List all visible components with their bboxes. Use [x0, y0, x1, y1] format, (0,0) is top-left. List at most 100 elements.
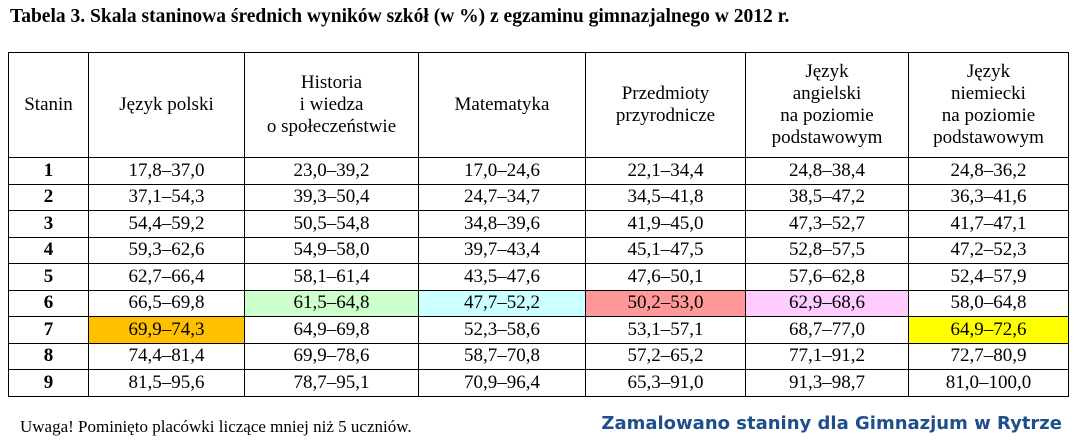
range-cell: 74,4–81,4 [88, 342, 245, 370]
header-line: niemiecki [951, 83, 1026, 104]
range-cell: 77,1–91,2 [745, 342, 909, 370]
header-line: angielski [792, 83, 862, 104]
range-cell: 66,5–69,8 [88, 289, 245, 317]
range-cell: 24,8–38,4 [745, 157, 909, 185]
stanin-cell: 4 [8, 236, 89, 264]
range-cell: 54,4–59,2 [88, 210, 245, 238]
range-cell: 23,0–39,2 [244, 157, 419, 185]
stanin-cell: 5 [8, 263, 89, 291]
range-cell: 62,9–68,6 [745, 289, 909, 317]
header-line: Historia [300, 72, 363, 93]
range-cell: 47,6–50,1 [585, 263, 746, 291]
range-cell: 45,1–47,5 [585, 236, 746, 264]
stanin-cell: 9 [8, 369, 89, 397]
range-cell: 39,3–50,4 [244, 183, 419, 211]
range-cell: 61,5–64,8 [244, 289, 419, 317]
header-line: i wiedza [299, 94, 364, 115]
table-row: 8 74,4–81,4 69,9–78,6 58,7–70,8 57,2–65,2 77,… [8, 342, 1069, 370]
stanin-cell: 6 [8, 289, 89, 317]
header-cell: Historia i wiedza o społeczeństwie [244, 52, 419, 158]
stanin-cell: 7 [8, 316, 89, 344]
range-cell: 64,9–72,6 [908, 316, 1069, 344]
table-row: 3 54,4–59,2 50,5–54,8 34,8–39,6 41,9–45,0 47,… [8, 210, 1069, 238]
range-cell: 72,7–80,9 [908, 342, 1069, 370]
header-line: o społeczeństwie [266, 116, 397, 137]
range-cell: 50,2–53,0 [585, 289, 746, 317]
range-cell: 38,5–47,2 [745, 183, 909, 211]
stanin-cell: 3 [8, 210, 89, 238]
range-cell: 78,7–95,1 [244, 369, 419, 397]
footnote: Uwaga! Pominięto placówki liczące mniej … [20, 417, 412, 436]
range-cell: 58,1–61,4 [244, 263, 419, 291]
range-cell: 47,2–52,3 [908, 236, 1069, 264]
range-cell: 68,7–77,0 [745, 316, 909, 344]
stanine-table: Stanin Język polski Historia i wiedza o społ… [8, 52, 1069, 397]
range-cell: 52,8–57,5 [745, 236, 909, 264]
range-cell: 53,1–57,1 [585, 316, 746, 344]
header-row: Stanin Język polski Historia i wiedza o społ… [8, 52, 1069, 158]
range-cell: 43,5–47,6 [418, 263, 586, 291]
header-line: Język [805, 61, 849, 82]
header-cell: Przedmioty przyrodnicze [585, 52, 746, 158]
range-cell: 57,6–62,8 [745, 263, 909, 291]
table-body: 1 17,8–37,0 23,0–39,2 17,0–24,6 22,1–34,4 24,… [8, 157, 1069, 397]
range-cell: 52,3–58,6 [418, 316, 586, 344]
range-cell: 59,3–62,6 [88, 236, 245, 264]
header-line: przyrodnicze [615, 105, 716, 126]
stanin-cell: 2 [8, 183, 89, 211]
range-cell: 62,7–66,4 [88, 263, 245, 291]
range-cell: 47,7–52,2 [418, 289, 586, 317]
range-cell: 65,3–91,0 [585, 369, 746, 397]
range-cell: 81,0–100,0 [908, 369, 1069, 397]
table-row: 7 69,9–74,3 64,9–69,8 52,3–58,6 53,1–57,1 68,… [8, 316, 1069, 344]
range-cell: 34,5–41,8 [585, 183, 746, 211]
range-cell: 50,5–54,8 [244, 210, 419, 238]
stanin-cell: 8 [8, 342, 89, 370]
range-cell: 64,9–69,8 [244, 316, 419, 344]
range-cell: 69,9–78,6 [244, 342, 419, 370]
header-line: Język polski [119, 94, 214, 115]
range-cell: 36,3–41,6 [908, 183, 1069, 211]
range-cell: 81,5–95,6 [88, 369, 245, 397]
header-line: na poziomie [941, 105, 1036, 126]
title: Tabela 3. Skala staninowa średnich wynik… [10, 6, 790, 27]
range-cell: 24,8–36,2 [908, 157, 1069, 185]
range-cell: 58,0–64,8 [908, 289, 1069, 317]
range-cell: 52,4–57,9 [908, 263, 1069, 291]
range-cell: 47,3–52,7 [745, 210, 909, 238]
header-line: podstawowym [933, 127, 1044, 148]
table-row: 5 62,7–66,4 58,1–61,4 43,5–47,6 47,6–50,1 57,… [8, 263, 1069, 291]
header-cell: Stanin [8, 52, 89, 158]
range-cell: 22,1–34,4 [585, 157, 746, 185]
header-line: Stanin [24, 94, 73, 115]
range-cell: 69,9–74,3 [88, 316, 245, 344]
table-header: Stanin Język polski Historia i wiedza o społ… [8, 52, 1069, 158]
table-row: 6 66,5–69,8 61,5–64,8 47,7–52,2 50,2–53,0 62,… [8, 289, 1069, 317]
range-cell: 58,7–70,8 [418, 342, 586, 370]
header-line: Przedmioty [621, 83, 710, 104]
table-row: 9 81,5–95,6 78,7–95,1 70,9–96,4 65,3–91,0 91,… [8, 369, 1069, 397]
header-line: na poziomie [780, 105, 874, 126]
range-cell: 41,9–45,0 [585, 210, 746, 238]
table-row: 2 37,1–54,3 39,3–50,4 24,7–34,7 34,5–41,8 38,… [8, 183, 1069, 211]
range-cell: 70,9–96,4 [418, 369, 586, 397]
range-cell: 34,8–39,6 [418, 210, 586, 238]
range-cell: 57,2–65,2 [585, 342, 746, 370]
table-row: 4 59,3–62,6 54,9–58,0 39,7–43,4 45,1–47,5 52,… [8, 236, 1069, 264]
range-cell: 37,1–54,3 [88, 183, 245, 211]
range-cell: 39,7–43,4 [418, 236, 586, 264]
range-cell: 54,9–58,0 [244, 236, 419, 264]
header-cell: Matematyka [418, 52, 586, 158]
table-row: 1 17,8–37,0 23,0–39,2 17,0–24,6 22,1–34,4 24,… [8, 157, 1069, 185]
header-cell: Język angielski na poziomie podstawowym [745, 52, 909, 158]
range-cell: 41,7–47,1 [908, 210, 1069, 238]
header-line: podstawowym [771, 127, 883, 148]
range-cell: 24,7–34,7 [418, 183, 586, 211]
header-line: Matematyka [454, 94, 550, 115]
range-cell: 17,8–37,0 [88, 157, 245, 185]
header-cell: Język niemiecki na poziomie podstawowym [908, 52, 1069, 158]
stanin-cell: 1 [8, 157, 89, 185]
header-line: Język [966, 61, 1011, 82]
range-cell: 91,3–98,7 [745, 369, 909, 397]
